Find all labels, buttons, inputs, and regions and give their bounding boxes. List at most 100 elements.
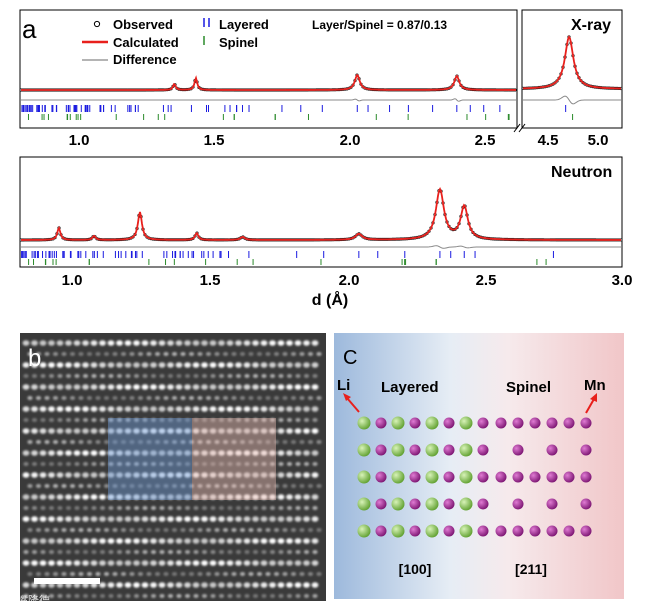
stem-atom-column [56,472,64,478]
stem-atom-column [82,472,89,478]
stem-atom-column [150,374,157,378]
stem-atom-column [252,450,259,456]
stem-atom-column [23,506,29,510]
stem-atom-column [295,594,301,598]
stem-atom-column [56,384,64,390]
stem-atom-column [171,352,178,356]
stem-atom-column [188,440,195,444]
li-arrow [346,397,360,413]
stem-atom-column [74,506,80,510]
stem-atom-column [184,450,191,456]
stem-atom-column [260,362,268,368]
stem-atom-column [158,582,166,588]
stem-atom-column [99,506,106,510]
stem-atom-column [175,494,183,500]
stem-atom-column [35,396,42,400]
stem-atom-column [188,484,195,488]
stem-atom-column [40,374,46,378]
stem-atom-column [91,418,97,422]
mn-atom [443,525,455,537]
stem-atom-column [184,428,191,434]
stem-atom-column [222,352,229,356]
stem-atom-column [175,582,183,588]
stem-atom-column [150,384,157,390]
stem-atom-column [103,572,110,576]
stem-atom-column [31,362,38,368]
li-atom [357,470,371,484]
stem-atom-column [73,560,81,566]
stem-atom-column [159,550,165,554]
stem-atom-column [31,384,38,390]
mn-atom [563,471,575,483]
stem-atom-column [311,362,319,368]
stem-atom-column [235,506,242,510]
stem-atom-column [307,352,314,356]
stem-atom-column [69,440,76,444]
stem-atom-column [278,374,284,378]
li-atom [459,416,473,430]
stem-atom-column [175,516,183,522]
stem-atom-column [48,550,55,554]
stem-atom-column [125,418,131,422]
stem-atom-column [158,340,166,346]
stem-atom-column [61,528,67,532]
stem-atom-column [65,362,72,368]
stem-atom-column [150,494,157,500]
stem-atom-column [214,572,220,576]
stem-atom-column [180,572,186,576]
stem-atom-column [48,472,55,478]
stem-atom-column [218,538,225,544]
stem-atom-column [244,374,250,378]
stem-atom-column [222,396,229,400]
stem-atom-column [256,396,263,400]
axis-break-mark [518,123,526,133]
stem-atom-column [23,594,29,598]
stem-atom-column [175,560,183,566]
difference-curve [523,95,621,105]
stem-atom-column [107,538,115,544]
stem-atom-column [299,396,305,400]
stem-atom-column [133,362,140,368]
stem-atom-column [286,550,293,554]
stem-atom-column [95,396,101,400]
stem-atom-column [65,516,72,522]
stem-atom-column [112,352,118,356]
stem-atom-column [90,560,98,566]
stem-atom-column [303,362,310,368]
stem-atom-column [307,484,314,488]
stem-atom-column [142,594,148,598]
stem-atom-column [108,506,114,510]
stem-atom-column [61,484,67,488]
stem-atom-column [214,352,220,356]
stem-atom-column [107,428,115,434]
mn-arrow [585,398,595,414]
stem-atom-column [175,362,183,368]
stem-atom-column [112,396,118,400]
stem-atom-column [265,572,271,576]
stem-atom-column [150,582,157,588]
stem-atom-column [252,374,259,378]
axis-break-mark [513,123,521,133]
stem-atom-column [146,440,152,444]
stem-atom-column [22,582,30,588]
stem-atom-column [133,494,140,500]
stem-atom-column [218,582,225,588]
stem-atom-column [73,428,81,434]
stem-atom-column [295,374,301,378]
stem-atom-column [91,374,97,378]
stem-atom-column [31,374,38,378]
stem-atom-column [154,396,161,400]
stem-atom-column [133,516,140,522]
stem-atom-column [146,396,152,400]
stem-atom-column [184,582,191,588]
stem-atom-column [235,538,242,544]
legend: Observed Calculated Difference Layered S… [82,17,269,67]
stem-atom-column [116,462,123,466]
stem-atom-column [48,506,55,510]
stem-atom-column [39,472,47,478]
stem-atom-column [57,374,63,378]
stem-atom-column [277,516,285,522]
stem-atom-column [294,406,302,412]
stem-atom-column [303,550,310,554]
stem-atom-column [210,506,216,510]
